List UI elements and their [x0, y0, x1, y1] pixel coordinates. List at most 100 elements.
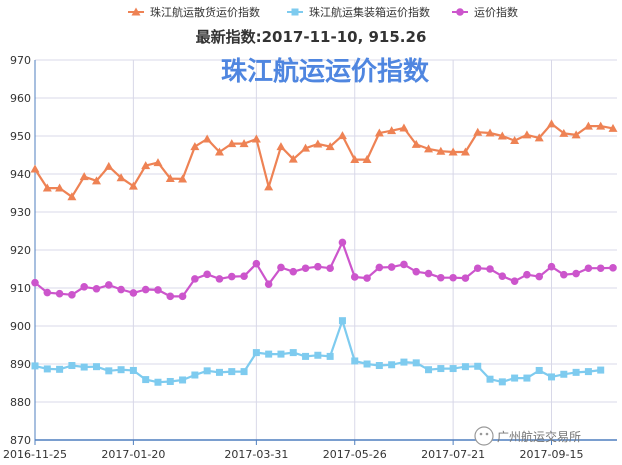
data-point-triangle [190, 142, 200, 151]
data-point-circle [191, 275, 199, 283]
data-point-triangle [325, 142, 335, 151]
data-point-triangle [264, 182, 274, 191]
chart-grid [34, 59, 617, 440]
data-point-circle [363, 274, 371, 282]
data-point-circle [264, 280, 273, 289]
series-layer [30, 119, 618, 386]
data-point-circle [215, 275, 224, 283]
x-tick-label: 2017-01-20 [101, 448, 165, 461]
data-point-triangle [436, 146, 446, 155]
data-point-circle [412, 267, 421, 276]
data-point-square [388, 361, 396, 369]
data-point-square [412, 359, 420, 367]
data-point-triangle [141, 161, 151, 170]
data-point-square [80, 363, 88, 371]
data-point-square [92, 363, 100, 371]
data-point-triangle [239, 139, 249, 148]
data-point-square [265, 350, 273, 358]
data-point-circle [523, 270, 531, 279]
watermark: 广州航运交易所 [474, 426, 581, 446]
legend-item-1[interactable]: 珠江航运散货运价指数 [128, 5, 260, 19]
data-point-triangle [485, 128, 495, 137]
data-point-triangle [411, 139, 421, 148]
legend-item-3[interactable]: 运价指数 [452, 5, 518, 19]
chart-legend[interactable]: 珠江航运散货运价指数 珠江航运集装箱运价指数 运价指数 [128, 5, 518, 19]
data-point-circle [129, 289, 138, 297]
y-tick-label: 910 [10, 282, 31, 295]
data-point-circle [252, 259, 261, 268]
data-point-square [105, 367, 113, 375]
data-point-circle [178, 292, 187, 301]
data-point-square [474, 362, 482, 370]
y-tick-label: 970 [10, 54, 31, 67]
data-point-square [535, 366, 543, 374]
data-point-square [228, 368, 236, 376]
data-point-square [560, 370, 568, 378]
data-point-circle [400, 260, 408, 269]
data-point-triangle [424, 144, 434, 153]
data-point-triangle [350, 155, 360, 164]
data-point-square [498, 378, 506, 386]
data-point-circle [535, 272, 544, 281]
data-point-triangle [337, 131, 347, 140]
data-point-triangle [214, 147, 224, 156]
data-point-circle [43, 288, 52, 297]
data-point-square [314, 351, 322, 359]
data-point-square [461, 363, 469, 371]
data-point-square [240, 368, 248, 376]
legend-item-2[interactable]: 珠江航运集装箱运价指数 [287, 5, 430, 19]
data-point-triangle [227, 139, 237, 148]
data-point-circle [240, 272, 248, 281]
data-point-square [166, 377, 174, 385]
data-point-triangle [547, 119, 557, 128]
data-point-circle [387, 263, 396, 271]
data-point-triangle [522, 130, 532, 139]
data-point-square [425, 366, 433, 374]
data-point-triangle [571, 130, 581, 139]
data-point-square [215, 368, 223, 376]
data-point-triangle [153, 158, 163, 167]
data-point-square [584, 368, 592, 376]
data-point-triangle [374, 128, 384, 137]
legend-label: 运价指数 [474, 5, 518, 19]
data-point-triangle [473, 127, 483, 136]
data-point-triangle [116, 173, 126, 182]
data-point-triangle [131, 7, 141, 16]
data-point-triangle [202, 134, 212, 143]
data-point-circle [486, 265, 494, 273]
data-point-triangle [534, 133, 544, 142]
data-point-circle [104, 281, 113, 289]
data-point-circle [117, 285, 125, 294]
x-tick-label: 2017-07-21 [421, 448, 485, 461]
data-point-triangle [497, 131, 507, 140]
data-point-square [363, 360, 371, 368]
data-point-square [129, 366, 137, 374]
data-point-square [548, 373, 556, 381]
data-point-circle [449, 273, 457, 282]
data-point-circle [314, 262, 322, 271]
data-point-circle [154, 286, 162, 294]
data-point-square [68, 362, 76, 370]
data-point-triangle [301, 143, 311, 152]
data-point-triangle [42, 183, 52, 192]
data-point-square [43, 365, 51, 373]
chart-title: 珠江航运运价指数 [221, 56, 430, 87]
data-point-circle [596, 264, 605, 273]
data-point-triangle [288, 154, 298, 163]
chart-axes [34, 60, 617, 441]
data-point-triangle [362, 155, 372, 164]
data-point-square [511, 374, 519, 382]
data-point-circle [31, 278, 39, 287]
data-point-square [572, 368, 580, 376]
y-axis-ticks: 870 880 890 900 910 920 930 940 950 960 970 [10, 54, 31, 447]
wechat-logo-icon-eye-right [485, 432, 489, 436]
data-point-circle [424, 269, 433, 278]
data-point-square [400, 358, 408, 366]
data-point-circle [461, 274, 470, 282]
data-point-triangle [30, 164, 40, 173]
data-point-triangle [104, 161, 114, 170]
data-point-square [326, 352, 334, 360]
data-point-square [597, 366, 605, 374]
data-point-triangle [313, 139, 323, 148]
data-point-triangle [510, 136, 520, 145]
